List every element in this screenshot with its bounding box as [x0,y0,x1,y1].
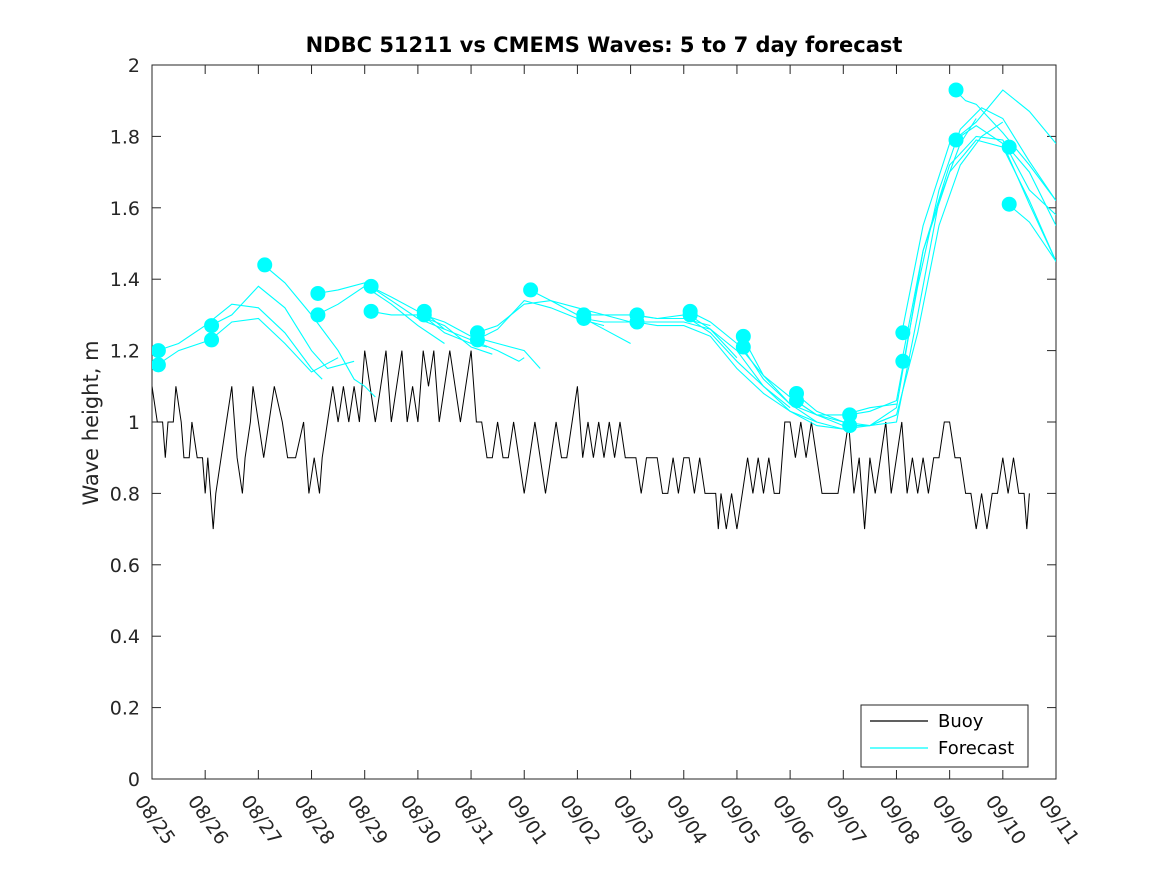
legend-label-buoy: Buoy [938,711,984,732]
forecast-series-line [901,135,1056,362]
y-tick-label: 1.6 [110,198,140,220]
forecast-marker [948,82,964,98]
y-tick-label: 1 [128,412,140,434]
forecast-marker [363,303,379,319]
forecast-marker [469,332,485,348]
legend-label-forecast: Forecast [938,738,1014,759]
forecast-series-line [1007,146,1056,226]
forecast-series-line [795,118,977,427]
forecast-series-line [210,285,355,370]
forecast-series-line [157,303,323,380]
forecast-series-line [316,285,445,344]
data-layer [152,82,1056,530]
forecast-marker [735,339,751,355]
forecast-marker [895,353,911,369]
forecast-marker [788,393,804,409]
forecast-marker [1001,196,1017,212]
legend: Buoy Forecast [860,704,1029,768]
forecast-marker [257,257,273,273]
forecast-marker [310,285,326,301]
forecast-marker [842,418,858,434]
forecast-marker [152,343,166,359]
y-tick-label: 0.2 [110,698,140,720]
y-tick-label: 0.8 [110,483,140,505]
y-tick-label: 1.8 [110,126,140,148]
legend-box [860,704,1029,768]
forecast-series-line [422,310,525,362]
forecast-marker [576,310,592,326]
forecast-marker [682,307,698,323]
buoy-series-line [152,350,1030,530]
forecast-marker [152,357,166,373]
forecast-series-line [901,89,1056,333]
forecast-marker [310,307,326,323]
forecast-series-line [263,264,376,398]
forecast-marker [629,314,645,330]
forecast-series-line [954,89,1056,202]
y-tick-label: 0.4 [110,626,140,648]
forecast-marker [416,307,432,323]
y-tick-label: 0 [128,769,140,791]
y-tick-label: 1.4 [110,269,140,291]
forecast-series-line [795,121,1004,427]
forecast-marker [1001,139,1017,155]
forecast-marker [523,282,539,298]
forecast-series-line [848,107,1056,416]
forecast-series-line [688,314,844,430]
y-axis-label: Wave height, m [79,340,103,505]
forecast-marker [895,325,911,341]
forecast-series-line [369,310,493,355]
y-tick-label: 1.2 [110,341,140,363]
forecast-marker [363,278,379,294]
y-tick-label: 2 [128,55,140,77]
forecast-series-line [1007,203,1056,262]
forecast-marker [204,332,220,348]
chart-title: NDBC 51211 vs CMEMS Waves: 5 to 7 day fo… [306,33,903,57]
forecast-series-line [635,321,817,423]
y-tick-label: 0.6 [110,555,140,577]
forecast-marker [948,132,964,148]
forecast-series-line [156,317,339,373]
forecast-marker [204,318,220,334]
